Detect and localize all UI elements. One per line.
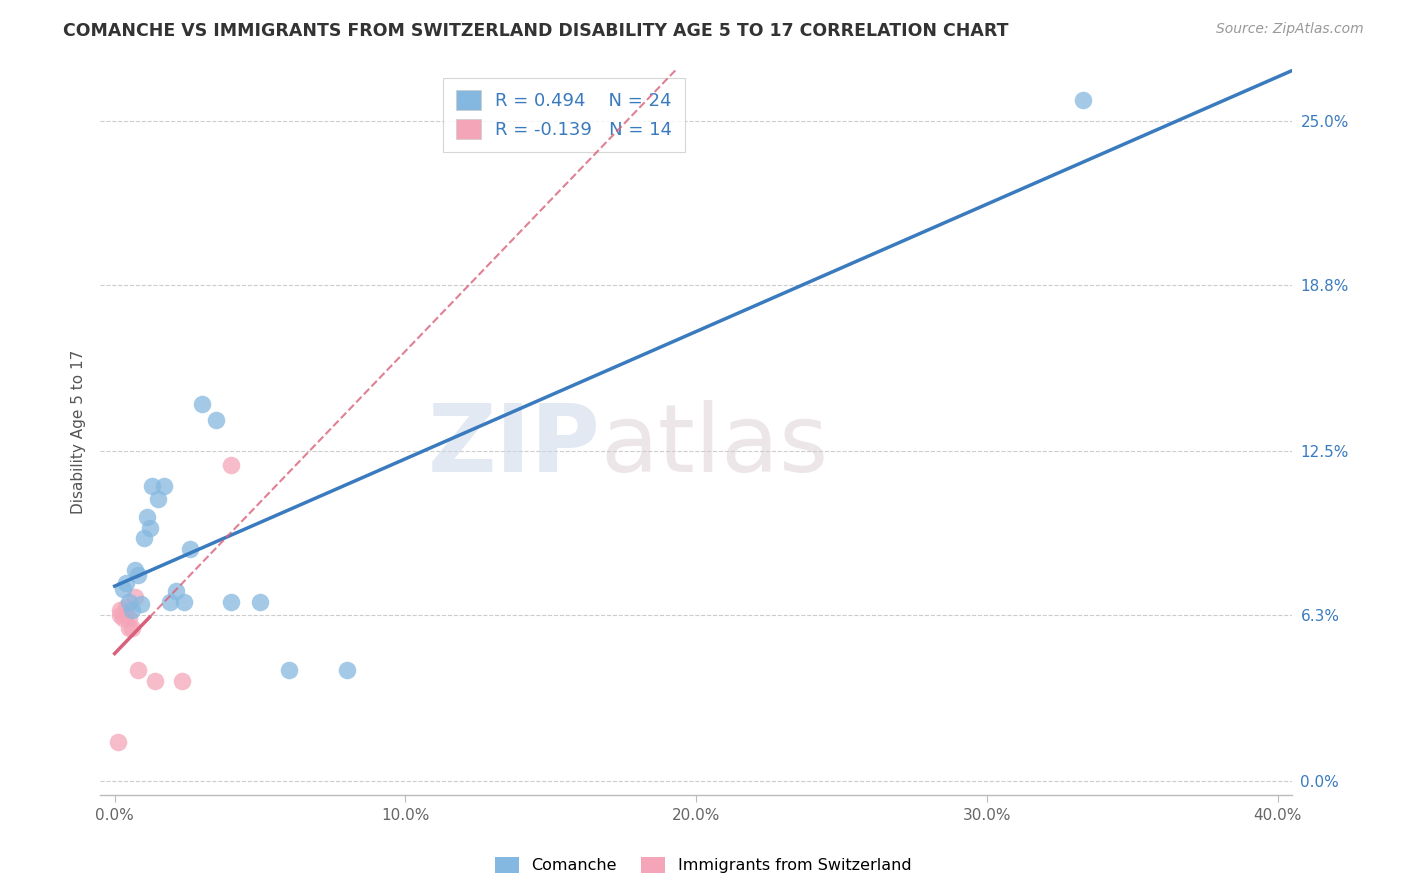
Point — [1071, 93, 1094, 107]
Point — [138, 521, 160, 535]
Legend: Comanche, Immigrants from Switzerland: Comanche, Immigrants from Switzerland — [488, 850, 918, 880]
Point — [336, 664, 359, 678]
Text: COMANCHE VS IMMIGRANTS FROM SWITZERLAND DISABILITY AGE 5 TO 17 CORRELATION CHART: COMANCHE VS IMMIGRANTS FROM SWITZERLAND … — [63, 22, 1008, 40]
Point — [132, 532, 155, 546]
Y-axis label: Disability Age 5 to 17: Disability Age 5 to 17 — [72, 350, 86, 514]
Text: atlas: atlas — [600, 401, 830, 492]
Point — [148, 491, 170, 506]
Point — [127, 664, 149, 678]
Point — [170, 674, 193, 689]
Point — [110, 603, 132, 617]
Point — [173, 595, 195, 609]
Point — [127, 568, 149, 582]
Point — [179, 542, 201, 557]
Point — [278, 664, 301, 678]
Point — [121, 603, 143, 617]
Point — [135, 510, 157, 524]
Point — [145, 674, 167, 689]
Point — [141, 478, 163, 492]
Point — [115, 608, 138, 623]
Point — [153, 478, 176, 492]
Point — [112, 610, 135, 624]
Point — [121, 621, 143, 635]
Text: ZIP: ZIP — [427, 401, 600, 492]
Point — [129, 598, 152, 612]
Legend: R = 0.494    N = 24, R = -0.139   N = 14: R = 0.494 N = 24, R = -0.139 N = 14 — [443, 78, 685, 152]
Point — [219, 458, 242, 472]
Point — [159, 595, 181, 609]
Point — [118, 595, 141, 609]
Point — [115, 600, 138, 615]
Point — [124, 563, 146, 577]
Point — [115, 576, 138, 591]
Point — [219, 595, 242, 609]
Point — [205, 412, 228, 426]
Point — [124, 590, 146, 604]
Point — [112, 582, 135, 596]
Point — [107, 735, 129, 749]
Point — [249, 595, 271, 609]
Point — [110, 608, 132, 623]
Point — [165, 584, 187, 599]
Point — [118, 621, 141, 635]
Point — [118, 610, 141, 624]
Point — [191, 397, 214, 411]
Text: Source: ZipAtlas.com: Source: ZipAtlas.com — [1216, 22, 1364, 37]
